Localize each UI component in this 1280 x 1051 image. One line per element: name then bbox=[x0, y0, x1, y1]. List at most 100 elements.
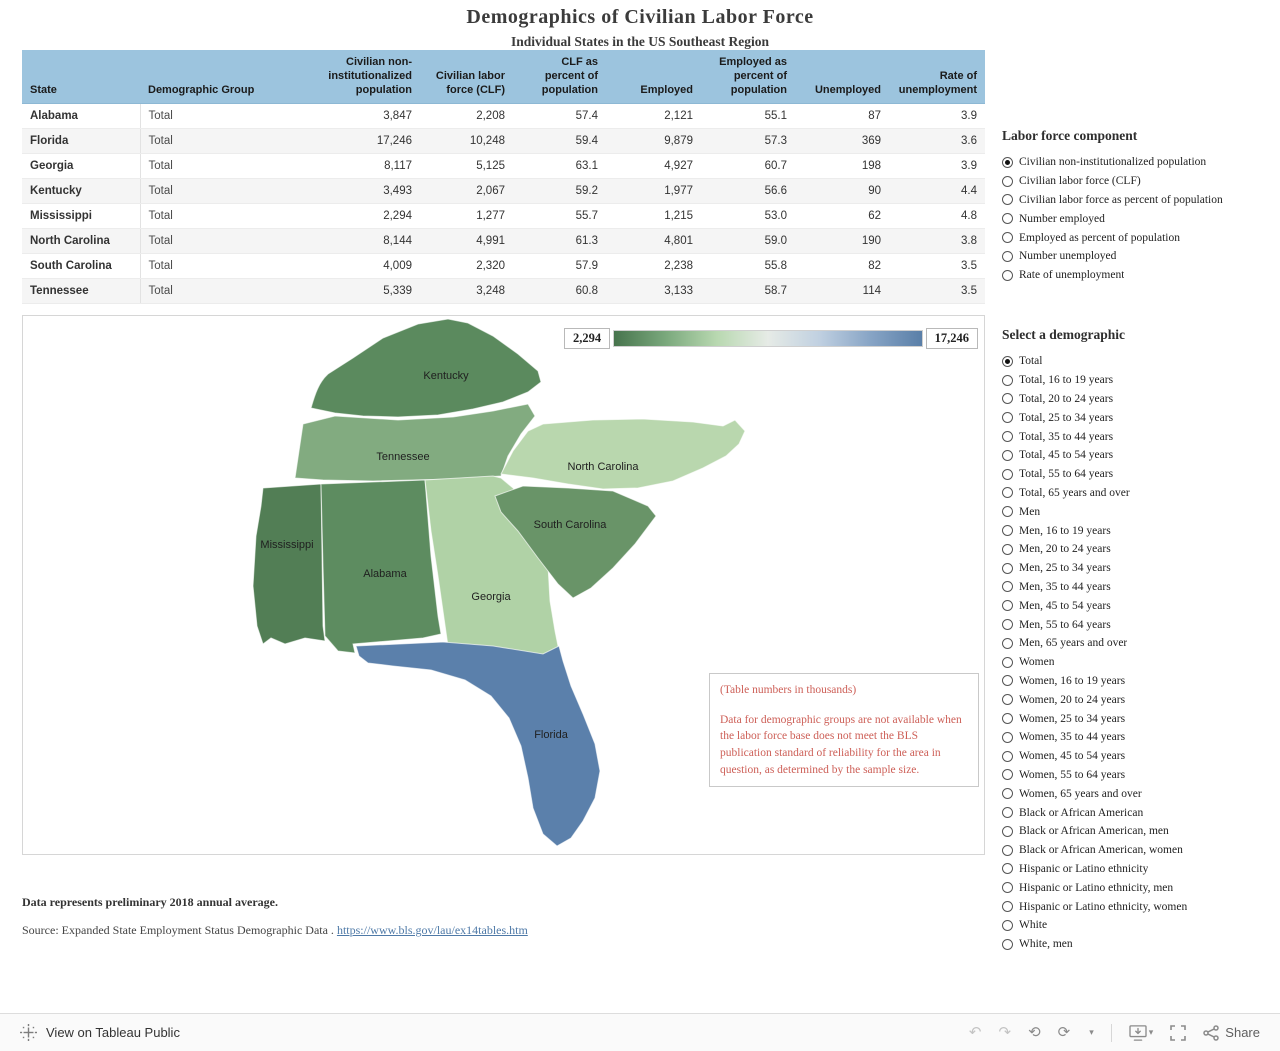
radio-option[interactable]: Black or African American, men bbox=[1002, 822, 1280, 841]
refresh-icon[interactable]: ⟳ bbox=[1057, 1024, 1071, 1041]
table-row[interactable]: North Carolina Total 8,144 4,991 61.3 4,801 59… bbox=[22, 228, 985, 255]
radio-option-label: Civilian labor force as percent of popul… bbox=[1019, 193, 1223, 206]
more-actions-caret-icon[interactable]: ▾ bbox=[1089, 1027, 1094, 1037]
radio-option[interactable]: Men bbox=[1002, 502, 1280, 521]
radio-option[interactable]: Total, 45 to 54 years bbox=[1002, 446, 1280, 465]
value-cell: 4.8 bbox=[889, 203, 985, 230]
map-state-alabama[interactable] bbox=[320, 479, 442, 654]
radio-option[interactable]: Number employed bbox=[1002, 209, 1280, 228]
radio-option-label: Black or African American, women bbox=[1019, 844, 1183, 857]
radio-option[interactable]: Total, 16 to 19 years bbox=[1002, 371, 1280, 390]
radio-option-label: Black or African American bbox=[1019, 806, 1144, 819]
radio-option[interactable]: Women, 35 to 44 years bbox=[1002, 728, 1280, 747]
radio-option[interactable]: Men, 45 to 54 years bbox=[1002, 596, 1280, 615]
radio-option[interactable]: Total, 20 to 24 years bbox=[1002, 390, 1280, 409]
map-state-mississippi[interactable] bbox=[252, 483, 326, 645]
radio-icon bbox=[1002, 882, 1013, 894]
color-legend: 2,294 17,246 bbox=[564, 328, 978, 349]
radio-icon bbox=[1002, 919, 1013, 931]
radio-option[interactable]: Women, 45 to 54 years bbox=[1002, 747, 1280, 766]
radio-option[interactable]: Employed as percent of population bbox=[1002, 228, 1280, 247]
radio-option[interactable]: Hispanic or Latino ethnicity bbox=[1002, 860, 1280, 879]
table-row[interactable]: Kentucky Total 3,493 2,067 59.2 1,977 56.6 90 4.… bbox=[22, 178, 985, 205]
radio-option[interactable]: Total, 25 to 34 years bbox=[1002, 408, 1280, 427]
radio-option[interactable]: Black or African American, women bbox=[1002, 841, 1280, 860]
radio-option[interactable]: Total, 35 to 44 years bbox=[1002, 427, 1280, 446]
source-link[interactable]: https://www.bls.gov/lau/ex14tables.htm bbox=[336, 923, 528, 937]
radio-option-label: Hispanic or Latino ethnicity bbox=[1019, 862, 1149, 875]
radio-icon bbox=[1002, 694, 1013, 706]
map-state-north-carolina[interactable] bbox=[500, 418, 746, 490]
table-row[interactable]: Georgia Total 8,117 5,125 63.1 4,927 60.7 198 3.… bbox=[22, 153, 985, 180]
data-note: Data represents preliminary 2018 annual … bbox=[22, 895, 278, 909]
radio-option[interactable]: Men, 16 to 19 years bbox=[1002, 521, 1280, 540]
table-row[interactable]: Florida Total 17,246 10,248 59.4 9,879 57.3 369… bbox=[22, 128, 985, 155]
radio-option-label: Men, 35 to 44 years bbox=[1019, 580, 1111, 593]
radio-option-label: Men, 55 to 64 years bbox=[1019, 618, 1111, 631]
map-panel: Kentucky Tennessee North Carolina Missis… bbox=[22, 315, 985, 855]
map-state-south-carolina[interactable] bbox=[494, 485, 657, 599]
radio-option[interactable]: Women, 20 to 24 years bbox=[1002, 690, 1280, 709]
radio-option-label: Men, 20 to 24 years bbox=[1019, 543, 1111, 556]
table-row[interactable]: South Carolina Total 4,009 2,320 57.9 2,238 55… bbox=[22, 253, 985, 280]
radio-option-label: Women, 25 to 34 years bbox=[1019, 712, 1126, 725]
radio-option-label: Men, 16 to 19 years bbox=[1019, 524, 1111, 537]
table-row[interactable]: Mississippi Total 2,294 1,277 55.7 1,215 53.0 6… bbox=[22, 203, 985, 230]
radio-option[interactable]: Total bbox=[1002, 352, 1280, 371]
radio-option-label: Total, 25 to 34 years bbox=[1019, 411, 1114, 424]
map-state-florida[interactable] bbox=[355, 641, 601, 847]
radio-option[interactable]: Hispanic or Latino ethnicity, men bbox=[1002, 878, 1280, 897]
toolbar-actions: ↶ ↷ ⟲ ⟳ ▾ ▾ bbox=[968, 1023, 1260, 1042]
value-cell: 53.0 bbox=[701, 203, 795, 230]
radio-option[interactable]: Women bbox=[1002, 653, 1280, 672]
radio-icon bbox=[1002, 901, 1013, 912]
col-header-employed: Employed bbox=[606, 50, 701, 105]
value-cell: 2,294 bbox=[288, 203, 420, 230]
radio-option[interactable]: Rate of unemployment bbox=[1002, 266, 1280, 285]
radio-option[interactable]: Men, 25 to 34 years bbox=[1002, 559, 1280, 578]
value-cell: 59.0 bbox=[701, 228, 795, 255]
radio-option[interactable]: Women, 55 to 64 years bbox=[1002, 766, 1280, 785]
download-caret-icon[interactable]: ▾ bbox=[1148, 1027, 1154, 1037]
col-header-clf-percent: CLF as percent of population bbox=[513, 50, 606, 105]
value-cell: 198 bbox=[795, 153, 889, 180]
radio-option[interactable]: Black or African American bbox=[1002, 803, 1280, 822]
radio-option[interactable]: Civilian labor force (CLF) bbox=[1002, 172, 1280, 191]
download-icon[interactable]: ▾ bbox=[1129, 1024, 1154, 1041]
undo-icon[interactable]: ↶ bbox=[968, 1024, 982, 1041]
radio-option[interactable]: Total, 55 to 64 years bbox=[1002, 465, 1280, 484]
radio-option[interactable]: Civilian non-institutionalized populatio… bbox=[1002, 153, 1280, 172]
map-label-south-carolina: South Carolina bbox=[534, 519, 608, 531]
value-cell: 2,121 bbox=[606, 103, 701, 130]
fullscreen-icon[interactable] bbox=[1170, 1024, 1187, 1041]
share-button[interactable]: Share bbox=[1203, 1024, 1260, 1041]
radio-option[interactable]: Women, 25 to 34 years bbox=[1002, 709, 1280, 728]
view-on-tableau-public[interactable]: View on Tableau Public bbox=[20, 1024, 180, 1041]
radio-option[interactable]: Men, 65 years and over bbox=[1002, 634, 1280, 653]
demographic-panel-title: Select a demographic bbox=[1002, 327, 1125, 342]
table-row[interactable]: Alabama Total 3,847 2,208 57.4 2,121 55.1 87 3.9 bbox=[22, 103, 985, 130]
map-state-tennessee[interactable] bbox=[294, 403, 536, 482]
radio-option[interactable]: Men, 55 to 64 years bbox=[1002, 615, 1280, 634]
table-row[interactable]: Tennessee Total 5,339 3,248 60.8 3,133 58.7 114… bbox=[22, 278, 985, 305]
southeast-choropleth-map[interactable]: Kentucky Tennessee North Carolina Missis… bbox=[23, 316, 984, 854]
redo-icon[interactable]: ↷ bbox=[998, 1024, 1012, 1041]
radio-option[interactable]: Number unemployed bbox=[1002, 247, 1280, 266]
revert-icon[interactable]: ⟲ bbox=[1028, 1024, 1041, 1041]
radio-option[interactable]: Hispanic or Latino ethnicity, women bbox=[1002, 897, 1280, 916]
radio-option[interactable]: White bbox=[1002, 916, 1280, 935]
radio-option-label: White, men bbox=[1019, 938, 1073, 951]
radio-option[interactable]: Civilian labor force as percent of popul… bbox=[1002, 191, 1280, 210]
value-cell: 1,277 bbox=[420, 203, 513, 230]
radio-option[interactable]: Total, 65 years and over bbox=[1002, 484, 1280, 503]
radio-option[interactable]: Men, 35 to 44 years bbox=[1002, 578, 1280, 597]
map-state-kentucky[interactable] bbox=[310, 318, 542, 418]
radio-option[interactable]: White, men bbox=[1002, 935, 1280, 954]
radio-icon bbox=[1002, 269, 1013, 281]
radio-option[interactable]: Women, 16 to 19 years bbox=[1002, 672, 1280, 691]
radio-option[interactable]: Women, 65 years and over bbox=[1002, 784, 1280, 803]
radio-option[interactable]: Men, 20 to 24 years bbox=[1002, 540, 1280, 559]
legend-gradient[interactable] bbox=[613, 330, 923, 347]
radio-icon bbox=[1002, 213, 1013, 225]
